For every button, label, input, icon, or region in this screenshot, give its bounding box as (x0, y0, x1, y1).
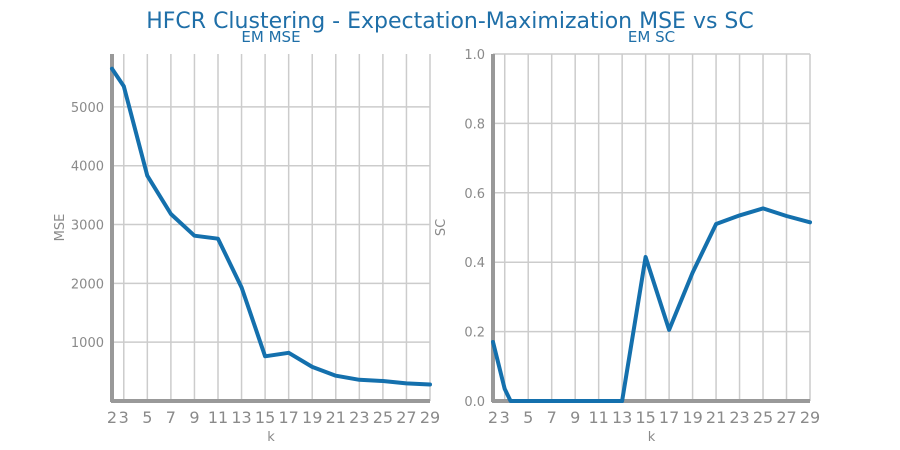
sc-x-tick-label: 7 (547, 408, 557, 427)
sc-x-tick-label: 2 (488, 408, 498, 427)
mse-x-tick-label: 23 (349, 408, 369, 427)
sc-x-tick-label: 17 (659, 408, 679, 427)
sc-y-tick-label: 0.4 (464, 256, 485, 271)
sc-y-tick-label: 0.0 (464, 395, 485, 410)
sc-x-tick-label: 5 (523, 408, 533, 427)
sc-x-tick-label: 3 (500, 408, 510, 427)
sc-y-tick-label: 1.0 (464, 48, 485, 63)
mse-x-tick-label: 9 (189, 408, 199, 427)
mse-y-tick-label: 2000 (71, 277, 104, 292)
mse-x-tick-label: 29 (420, 408, 440, 427)
mse-y-tick-label: 4000 (71, 160, 104, 175)
sc-x-tick-label: 29 (800, 408, 820, 427)
sc-x-tick-label: 9 (570, 408, 580, 427)
mse-series-line (110, 66, 432, 387)
mse-y-axis-label: MSE (53, 214, 68, 242)
mse-x-tick-label: 5 (142, 408, 152, 427)
sc-x-tick-label: 15 (635, 408, 655, 427)
mse-x-tick-label: 11 (208, 408, 228, 427)
sc-x-tick-label: 25 (753, 408, 773, 427)
mse-x-tick-label: 17 (278, 408, 298, 427)
sc-series-line (491, 206, 812, 403)
sc-chart-panel: EM SC0.00.20.40.60.81.02 3 5 7 9 11 13 15 17 19 21… (434, 28, 820, 445)
mse-chart-title: EM MSE (241, 28, 300, 46)
mse-x-tick-label: 7 (166, 408, 176, 427)
sc-y-tick-label: 0.2 (464, 326, 485, 341)
sc-y-axis-label: SC (434, 219, 449, 236)
mse-x-tick-label: 27 (396, 408, 416, 427)
sc-y-tick-label: 0.6 (464, 187, 485, 202)
mse-y-tick-label: 5000 (71, 101, 104, 116)
mse-x-tick-label: 21 (326, 408, 346, 427)
sc-x-tick-label: 21 (706, 408, 726, 427)
mse-y-tick-label: 1000 (71, 336, 104, 351)
sc-x-axis-label: k (648, 430, 656, 445)
sc-x-tick-label: 23 (729, 408, 749, 427)
mse-x-tick-label: 15 (255, 408, 275, 427)
sc-chart-title: EM SC (628, 28, 675, 46)
mse-x-tick-label: 19 (302, 408, 322, 427)
mse-x-axis-label: k (267, 430, 275, 445)
mse-y-tick-label: 3000 (71, 219, 104, 234)
sc-x-tick-label: 19 (682, 408, 702, 427)
mse-x-tick-label: 2 (107, 408, 117, 427)
mse-x-tick-label: 25 (373, 408, 393, 427)
figure-title: HFCR Clustering - Expectation-Maximizati… (146, 9, 754, 34)
sc-x-tick-label: 27 (776, 408, 796, 427)
sc-x-tick-label: 13 (612, 408, 632, 427)
sc-y-tick-label: 0.8 (464, 117, 485, 132)
mse-x-tick-label: 3 (119, 408, 129, 427)
sc-x-tick-label: 11 (588, 408, 608, 427)
mse-x-tick-label: 13 (231, 408, 251, 427)
